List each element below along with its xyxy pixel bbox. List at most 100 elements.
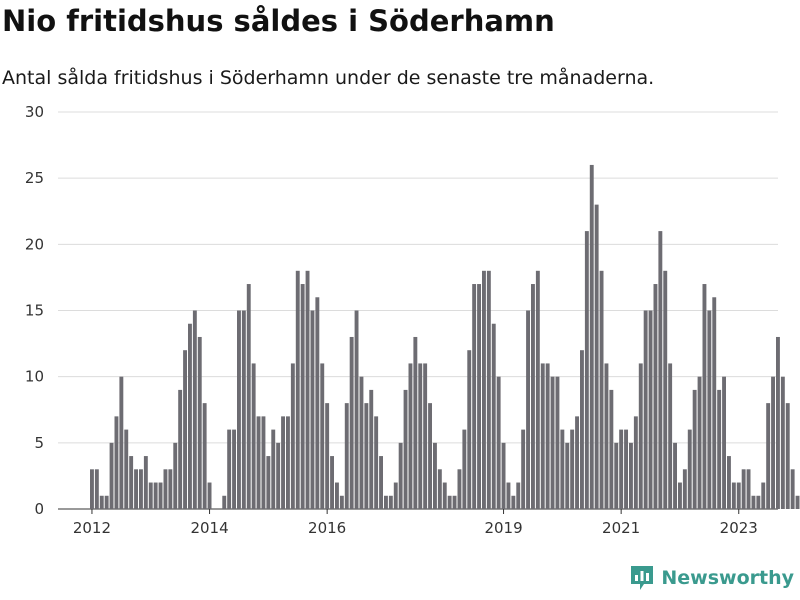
bar [633, 416, 638, 509]
bar [246, 284, 251, 509]
bar [692, 389, 697, 509]
bar [119, 376, 124, 509]
bar [310, 310, 315, 509]
bar [776, 336, 780, 509]
bar [580, 350, 584, 509]
bar [589, 164, 594, 509]
bar [496, 376, 501, 509]
bars [90, 164, 800, 509]
bar [678, 482, 682, 509]
bar [697, 376, 702, 509]
bar [790, 469, 795, 509]
bar [286, 416, 290, 509]
bar [173, 442, 178, 509]
bar [521, 429, 526, 509]
bar [437, 469, 442, 509]
newsworthy-brand: Newsworthy [629, 564, 794, 592]
bar [227, 429, 232, 509]
bar [109, 442, 114, 509]
y-tick-label: 15 [25, 302, 44, 320]
bar [148, 482, 153, 509]
bar [535, 270, 540, 509]
bar [707, 310, 712, 509]
bar [785, 403, 790, 509]
bar [335, 482, 339, 509]
bar [780, 376, 785, 509]
bar [565, 442, 570, 509]
bar [736, 482, 741, 509]
bar [727, 456, 731, 509]
bar [232, 429, 236, 509]
bar [658, 231, 663, 509]
bar [795, 495, 800, 509]
bar [526, 310, 530, 509]
y-axis: 0 5 10 15 20 25 30 [25, 103, 44, 518]
bar [349, 336, 354, 509]
bar [702, 284, 707, 509]
bar [560, 429, 565, 509]
bar [433, 442, 437, 509]
bar [472, 284, 477, 509]
bar [687, 429, 692, 509]
bar [134, 469, 138, 509]
bar [330, 456, 334, 509]
x-tick-label: 2019 [484, 519, 522, 537]
bar [663, 270, 668, 509]
bar [188, 323, 192, 509]
bar [682, 469, 687, 509]
bar [379, 456, 383, 509]
x-tick-label: 2016 [308, 519, 346, 537]
bar [266, 456, 271, 509]
bar [104, 495, 109, 509]
bar [653, 284, 658, 509]
bar [300, 284, 305, 509]
bar [629, 442, 633, 509]
bar [276, 442, 281, 509]
bar [222, 495, 227, 509]
bar [467, 350, 472, 509]
x-tick-label: 2021 [602, 519, 640, 537]
bar [99, 495, 104, 509]
bar [638, 363, 643, 509]
bar [305, 270, 310, 509]
bar [531, 284, 535, 509]
bar [486, 270, 491, 509]
bar [408, 363, 413, 509]
bar [295, 270, 300, 509]
bar [550, 376, 555, 509]
bar [183, 350, 187, 509]
bar [271, 429, 276, 509]
bar [359, 376, 364, 509]
bar [163, 469, 168, 509]
bar [241, 310, 246, 509]
bar [413, 336, 418, 509]
bar [158, 482, 163, 509]
bar [594, 204, 599, 509]
bar [477, 284, 481, 509]
bar [761, 482, 766, 509]
bar [207, 482, 212, 509]
bar [374, 416, 379, 509]
bar [315, 297, 320, 509]
bar [604, 363, 609, 509]
chart-subtitle: Antal sålda fritidshus i Söderhamn under… [2, 67, 655, 89]
bar [712, 297, 717, 509]
bar [143, 456, 148, 509]
bar [609, 389, 614, 509]
bar [94, 469, 99, 509]
bar [339, 495, 344, 509]
bar [114, 416, 119, 509]
bar [555, 376, 560, 509]
bar [452, 495, 457, 509]
bar [766, 403, 771, 509]
bar [428, 403, 432, 509]
bar [741, 469, 746, 509]
bar [516, 482, 521, 509]
gridlines [58, 111, 778, 510]
bar [540, 363, 545, 509]
bar [648, 310, 653, 509]
bar [423, 363, 428, 509]
bar [731, 482, 736, 509]
x-tick-label: 2014 [190, 519, 228, 537]
bar [751, 495, 756, 509]
